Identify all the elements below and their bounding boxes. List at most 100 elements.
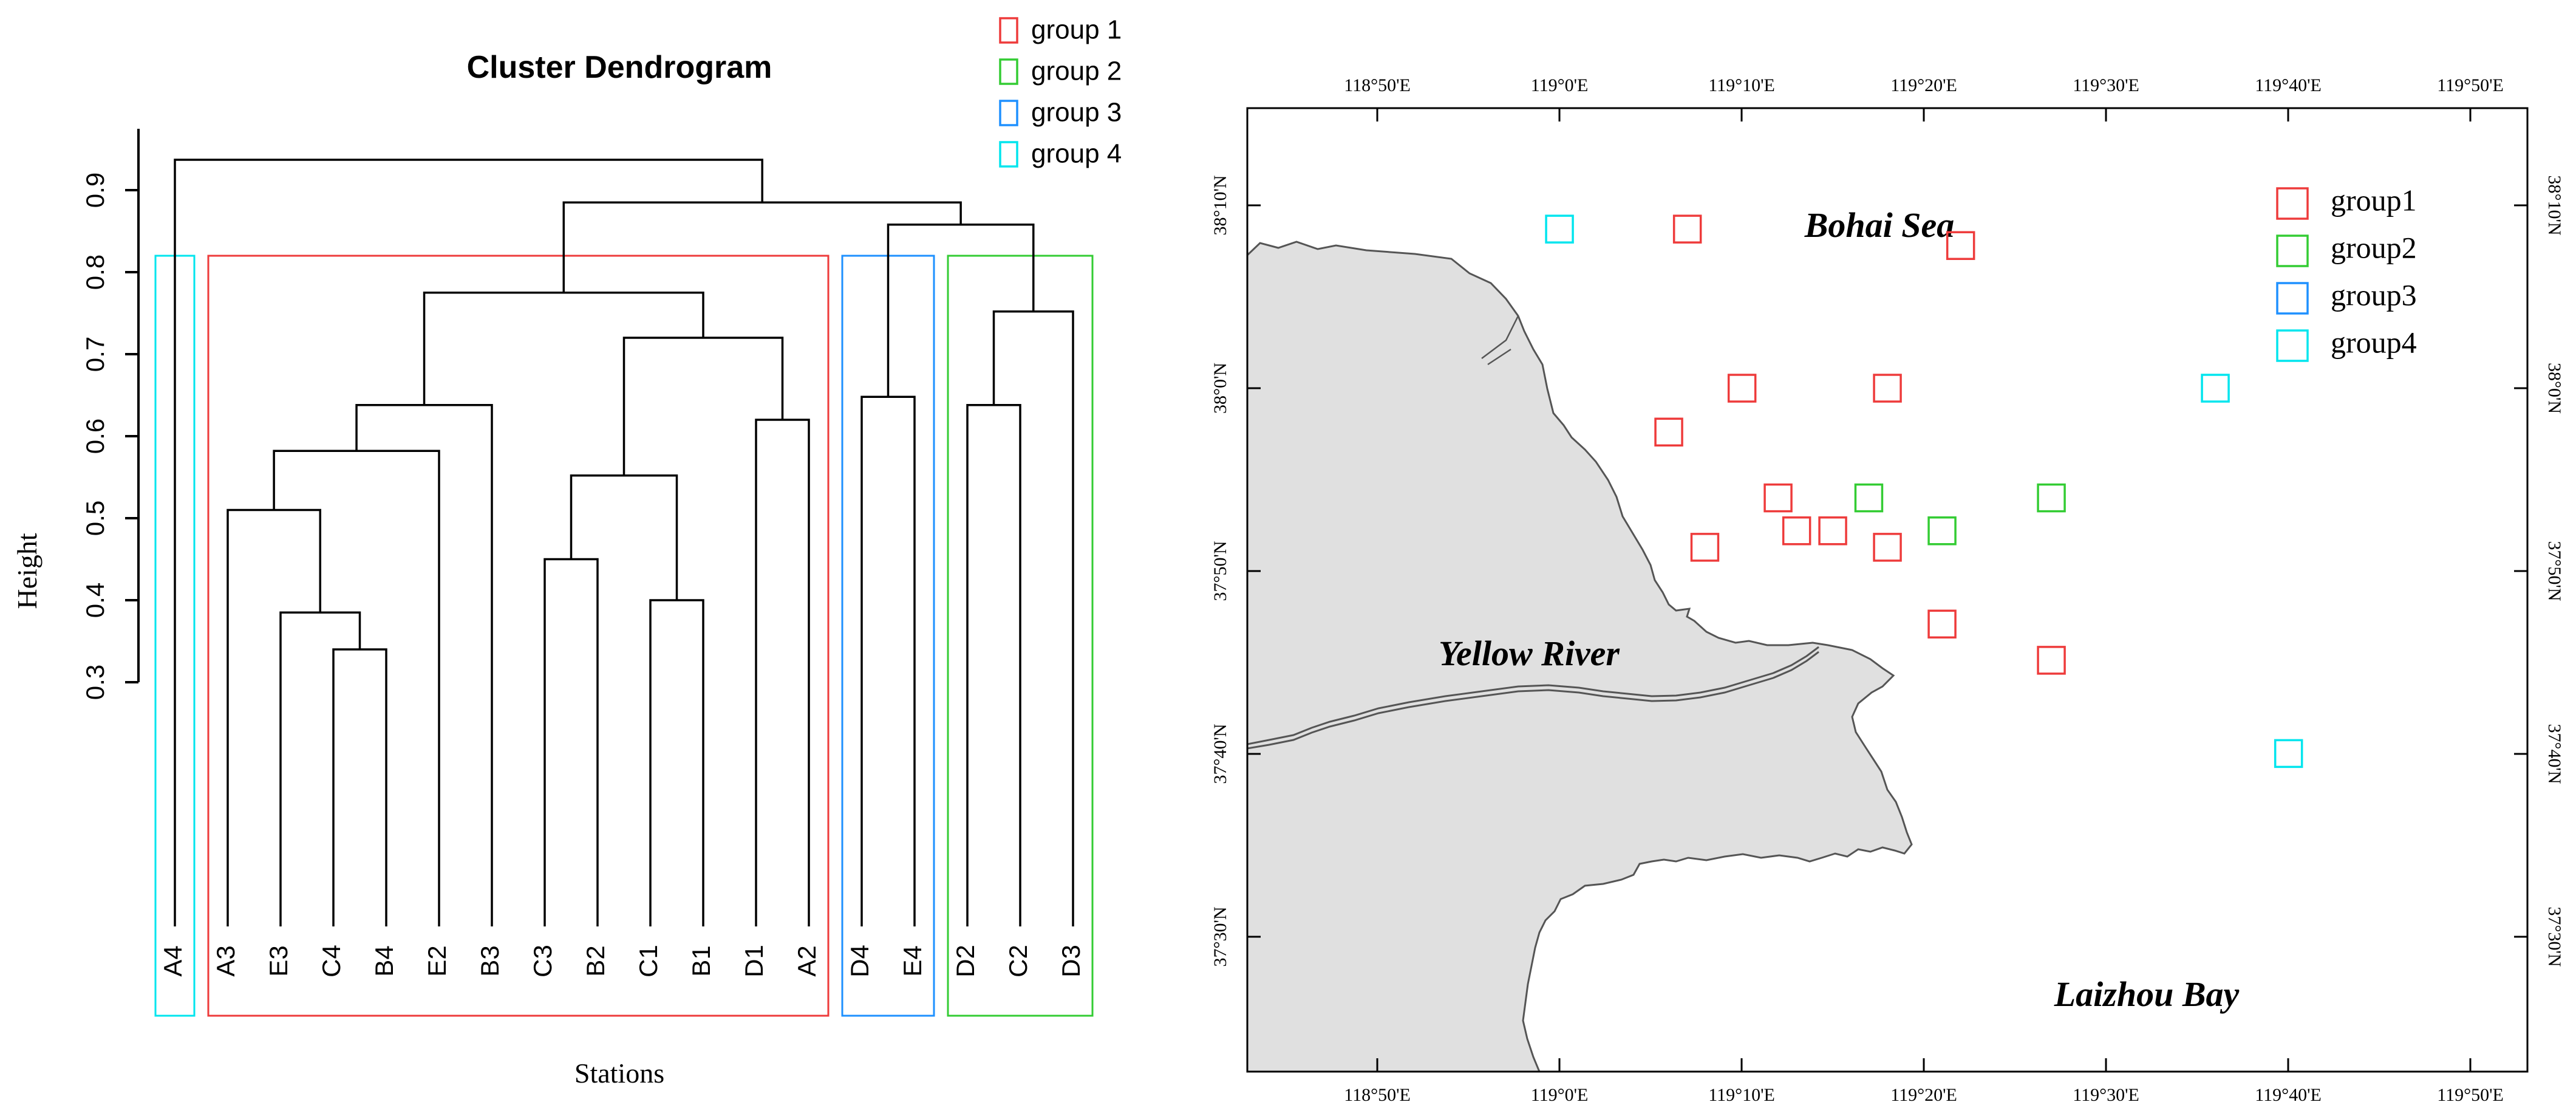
leaf-label: A4 — [158, 945, 187, 976]
dendrogram-branch — [355, 403, 493, 926]
leaf-label: C1 — [634, 945, 663, 977]
station-marker — [2274, 739, 2303, 768]
legend-key — [999, 17, 1018, 44]
leaf-label: B2 — [581, 945, 610, 976]
station-marker — [2037, 483, 2066, 513]
lon-tick-label: 119°40'E — [2255, 75, 2322, 95]
map-graticule: 118°50'E 118°50'E 119°0'E 119°0'E 119°10'E 11… — [1210, 75, 2564, 1105]
legend-key — [999, 141, 1018, 168]
land-area — [1247, 241, 1913, 1072]
dendrogram-branch — [992, 310, 1074, 926]
leaf-label: B3 — [475, 945, 504, 976]
leaf-labels: A4 A3 E3 C4 B4 E2 B3 C3 B2 C1 B1 D1 A2 D4 E4 D2 C2 D3 — [158, 945, 1085, 977]
map-legend-key — [2276, 187, 2309, 220]
station-marker — [1545, 214, 1574, 244]
dendrogram-branch — [174, 159, 763, 926]
station-marker — [2037, 646, 2066, 675]
lon-tick-label: 119°10'E — [1708, 75, 1775, 95]
map-frame — [1246, 107, 2529, 1073]
station-marker — [1927, 516, 1957, 546]
lat-tick-label: 37°40'N — [2544, 724, 2564, 784]
lon-tick-label: 119°50'E — [2437, 1085, 2504, 1105]
station-marker — [1854, 483, 1884, 513]
dendrogram-branch — [562, 201, 962, 293]
dendrogram-panel: Cluster Dendrogram Stations Height 0.30.… — [12, 15, 1122, 1089]
station-marker — [2201, 374, 2230, 403]
dendrogram-branch — [273, 450, 440, 926]
station-marker — [1782, 516, 1811, 546]
leaf-label: C3 — [528, 945, 557, 977]
lon-tick-label: 119°50'E — [2437, 75, 2504, 95]
y-axis: 0.3 0.4 0.5 0.6 0.7 0.8 0.9 — [81, 129, 140, 700]
map-panel: 118°50'E 118°50'E 119°0'E 119°0'E 119°10'E 11… — [1210, 75, 2564, 1105]
leaf-label: D4 — [845, 945, 874, 977]
label-laizhou-bay: Laizhou Bay — [2054, 974, 2240, 1014]
dendrogram-branch — [423, 292, 704, 405]
lon-tick-label: 119°30'E — [2073, 75, 2139, 95]
y-tick-label: 0.8 — [81, 255, 109, 290]
dendrogram-branch — [649, 599, 704, 926]
dendrogram-branch — [755, 419, 810, 926]
y-tick-label: 0.6 — [81, 419, 109, 454]
y-tick-label: 0.9 — [81, 173, 109, 208]
y-tick-label: 0.5 — [81, 501, 109, 536]
station-marker — [1873, 533, 1902, 562]
lat-tick-label: 37°50'N — [1210, 541, 1230, 601]
leaf-label: E2 — [423, 945, 451, 976]
leaf-label: E3 — [264, 945, 293, 976]
yellow-river — [1247, 651, 1819, 750]
dendrogram-branch — [622, 337, 784, 476]
dendrogram-branch — [966, 403, 1021, 926]
dendrogram-xlabel: Stations — [574, 1058, 664, 1089]
legend-key — [999, 58, 1018, 85]
lon-tick-label: 119°40'E — [2255, 1085, 2322, 1105]
station-marker — [1727, 374, 1757, 403]
map-legend-label: group4 — [2331, 325, 2417, 359]
lon-tick-label: 119°0'E — [1531, 75, 1589, 95]
dendrogram-ylabel: Height — [12, 533, 43, 609]
dendrogram-branch — [227, 508, 321, 926]
jetty — [1481, 315, 1519, 366]
leaf-label: A3 — [211, 945, 240, 976]
lat-tick-label: 38°10'N — [2544, 175, 2564, 235]
station-marker — [1763, 483, 1793, 513]
dendrogram-branch — [279, 611, 361, 926]
leaf-label: B4 — [370, 945, 398, 976]
leaf-label: E4 — [898, 945, 927, 976]
lat-tick-label: 37°30'N — [2544, 906, 2564, 967]
label-bohai-sea: Bohai Sea — [1804, 205, 1955, 245]
lon-tick-label: 119°30'E — [2073, 1085, 2139, 1105]
lat-tick-label: 38°0'N — [1210, 363, 1230, 414]
station-marker — [1654, 417, 1683, 447]
station-marker — [1873, 374, 1902, 403]
lon-tick-label: 119°10'E — [1708, 1085, 1775, 1105]
leaf-label: D2 — [951, 945, 980, 977]
lat-tick-label: 38°0'N — [2544, 363, 2564, 414]
group-box-1 — [207, 255, 830, 1017]
map-legend: group1 group2 group3 group4 — [2276, 183, 2417, 362]
dendrogram-branch — [570, 474, 678, 600]
lon-tick-label: 119°0'E — [1531, 1085, 1589, 1105]
leaf-label: C2 — [1004, 945, 1032, 977]
lat-tick-label: 37°30'N — [1210, 906, 1230, 967]
station-marker — [1927, 609, 1957, 639]
legend-label: group 3 — [1031, 98, 1122, 128]
leaf-label: C4 — [317, 945, 346, 977]
map-legend-key — [2276, 282, 2309, 315]
dendrogram-branches — [174, 159, 1074, 926]
station-markers — [1545, 214, 2303, 768]
map-legend-key — [2276, 234, 2309, 267]
legend-key — [999, 100, 1018, 126]
y-tick-label: 0.7 — [81, 337, 109, 372]
legend-label: group 4 — [1031, 139, 1122, 169]
lat-tick-label: 38°10'N — [1210, 175, 1230, 235]
lon-tick-label: 118°50'E — [1344, 1085, 1411, 1105]
station-marker — [1818, 516, 1847, 546]
map-legend-label: group3 — [2331, 278, 2417, 312]
dendrogram-branch — [543, 558, 599, 926]
map-legend-label: group2 — [2331, 230, 2417, 264]
lat-tick-label: 37°40'N — [1210, 724, 1230, 784]
station-marker — [1690, 533, 1720, 562]
leaf-label: D3 — [1057, 945, 1085, 977]
leaf-label: A2 — [792, 945, 821, 976]
